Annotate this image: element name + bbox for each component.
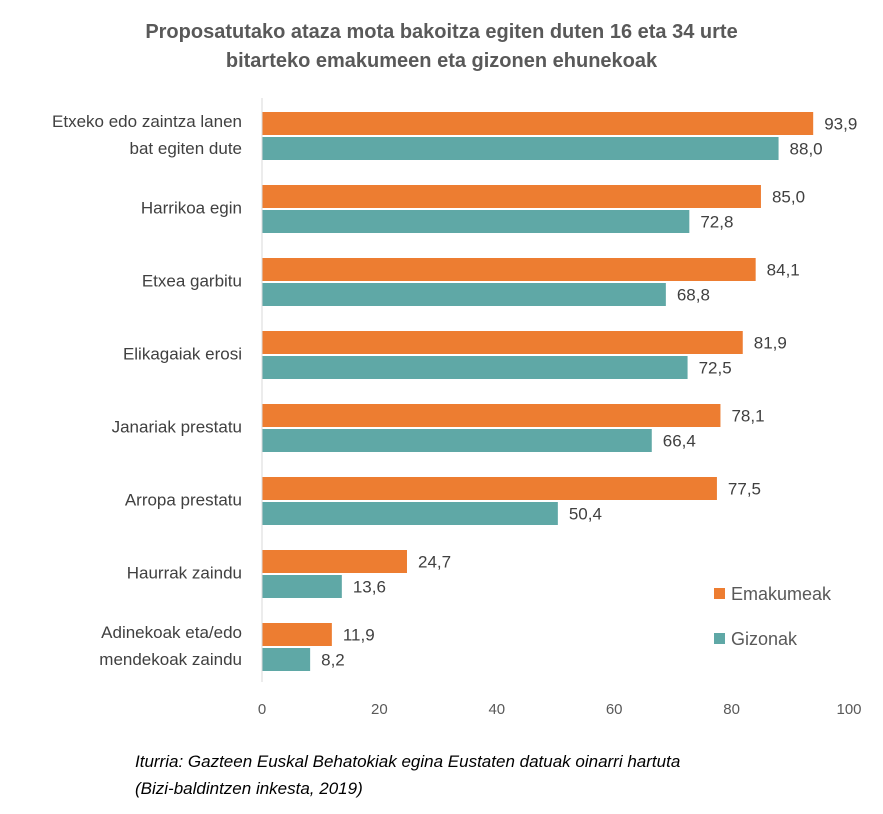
bar-emakumeak	[262, 623, 332, 646]
bar-gizonak	[262, 356, 688, 379]
bar-emakumeak	[262, 185, 761, 208]
bar-emakumeak	[262, 112, 814, 135]
category-label: Arropa prestatu	[125, 491, 242, 510]
category-label: Etxeko edo zaintza lanen	[52, 112, 242, 131]
source-line-1: Iturria: Gazteen Euskal Behatokiak egina…	[135, 752, 681, 771]
category-label: mendekoak zaindu	[99, 650, 242, 669]
data-label: 93,9	[824, 115, 857, 134]
title-line-1: Proposatutako ataza mota bakoitza egiten…	[145, 21, 738, 43]
data-label: 8,2	[321, 651, 345, 670]
bar-gizonak	[262, 502, 558, 525]
data-label: 72,8	[700, 213, 733, 232]
data-label: 72,5	[699, 359, 732, 378]
data-label: 77,5	[728, 480, 761, 499]
bar-gizonak	[262, 429, 652, 452]
legend-swatch-emakumeak	[714, 588, 725, 599]
legend-swatch-gizonak	[714, 633, 725, 644]
source-note: Iturria: Gazteen Euskal Behatokiak egina…	[135, 748, 680, 802]
x-tick-label: 80	[723, 701, 740, 718]
category-label: Adinekoak eta/edo	[101, 623, 242, 642]
bar-gizonak	[262, 575, 342, 598]
data-label: 24,7	[418, 553, 451, 572]
legend-label: Gizonak	[731, 629, 798, 649]
bar-emakumeak	[262, 477, 717, 500]
category-label: Harrikoa egin	[141, 199, 242, 218]
data-label: 11,9	[343, 626, 375, 645]
data-label: 84,1	[767, 261, 800, 280]
legend-label: Emakumeak	[731, 584, 832, 604]
title-line-2: bitarteko emakumeen eta gizonen ehunekoa…	[225, 50, 658, 72]
source-line-2: (Bizi-baldintzen inkesta, 2019)	[135, 779, 363, 798]
category-label: bat egiten dute	[130, 139, 242, 158]
data-label: 66,4	[663, 432, 696, 451]
data-label: 13,6	[353, 578, 386, 597]
x-tick-label: 20	[371, 701, 388, 718]
bar-gizonak	[262, 283, 666, 306]
category-label: Etxea garbitu	[142, 272, 242, 291]
data-label: 85,0	[772, 188, 805, 207]
bar-gizonak	[262, 137, 779, 160]
x-tick-label: 40	[488, 701, 505, 718]
chart-title: Proposatutako ataza mota bakoitza egiten…	[0, 18, 883, 76]
category-label: Elikagaiak erosi	[123, 345, 242, 364]
data-label: 88,0	[790, 140, 823, 159]
bar-emakumeak	[262, 550, 407, 573]
data-label: 50,4	[569, 505, 602, 524]
data-label: 81,9	[754, 334, 787, 353]
bar-emakumeak	[262, 404, 721, 427]
bar-emakumeak	[262, 331, 743, 354]
x-tick-label: 0	[258, 701, 266, 718]
bar-emakumeak	[262, 258, 756, 281]
category-label: Haurrak zaindu	[127, 564, 242, 583]
x-tick-label: 100	[836, 701, 861, 718]
data-label: 68,8	[677, 286, 710, 305]
category-label: Janariak prestatu	[112, 418, 242, 437]
bar-gizonak	[262, 210, 690, 233]
bar-gizonak	[262, 648, 311, 671]
data-label: 78,1	[731, 407, 764, 426]
x-tick-label: 60	[606, 701, 623, 718]
